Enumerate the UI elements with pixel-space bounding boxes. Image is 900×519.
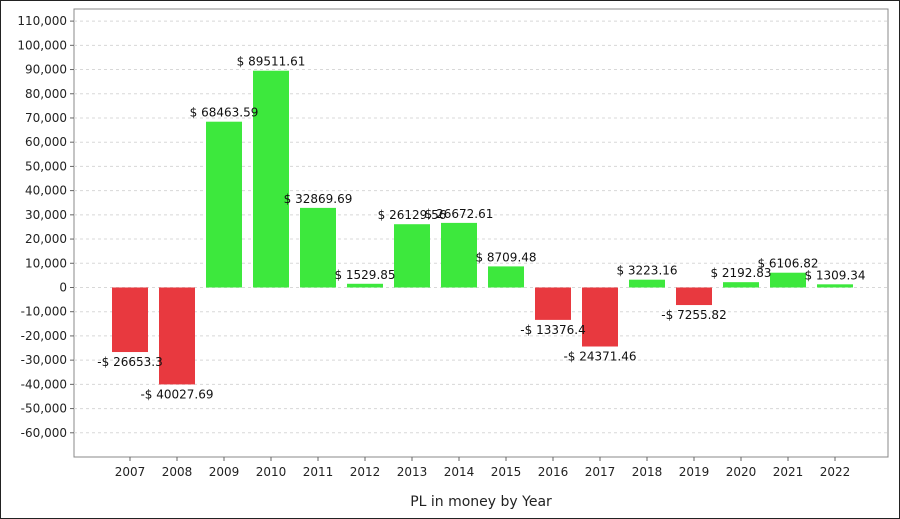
x-tick-label: 2012 — [350, 465, 381, 479]
data-label: -$ 40027.69 — [140, 387, 213, 401]
data-label: $ 8709.48 — [475, 250, 536, 264]
y-tick-label: 110,000 — [17, 14, 67, 28]
y-tick-label: 0 — [59, 280, 67, 294]
data-label: -$ 26653.3 — [97, 355, 162, 369]
y-axis: 110,000 100,000 90,000 80,000 70,000 60,000 50… — [17, 14, 74, 440]
y-tick-label: 50,000 — [25, 159, 67, 173]
bar-2014 — [441, 222, 477, 288]
bar-2008 — [159, 287, 195, 385]
x-tick-label: 2010 — [256, 465, 287, 479]
x-tick-label: 2013 — [397, 465, 428, 479]
bar-2011 — [300, 207, 336, 288]
y-tick-label: -30,000 — [21, 353, 67, 367]
x-tick-label: 2020 — [726, 465, 757, 479]
y-tick-label: 30,000 — [25, 208, 67, 222]
x-tick-label: 2008 — [162, 465, 193, 479]
bar-2021 — [770, 272, 806, 288]
y-tick-label: 60,000 — [25, 135, 67, 149]
data-label: $ 3223.16 — [616, 264, 677, 278]
y-tick-label: 100,000 — [17, 38, 67, 52]
data-label: $ 1309.34 — [804, 268, 865, 282]
y-tick-label: -20,000 — [21, 329, 67, 343]
y-tick-label: 80,000 — [25, 87, 67, 101]
bar-2009 — [206, 121, 242, 288]
data-label: $ 26129.56 — [378, 208, 447, 222]
bar-2012 — [347, 283, 383, 288]
x-tick-label: 2018 — [632, 465, 663, 479]
bars — [112, 70, 853, 385]
x-tick-label: 2014 — [444, 465, 475, 479]
bar-2020 — [723, 282, 759, 288]
x-axis: 2007 2008 2009 2010 2011 2012 2013 2014 2015 2016… — [115, 457, 851, 479]
y-tick-label: 10,000 — [25, 256, 67, 270]
data-labels: -$ 26653.3 -$ 40027.69 $ 68463.59 $ 89511.6… — [97, 55, 865, 402]
data-label: $ 68463.59 — [190, 106, 259, 120]
bar-2017 — [582, 287, 618, 347]
x-axis-label: PL in money by Year — [410, 494, 552, 510]
data-label: $ 6106.82 — [757, 257, 818, 271]
y-tick-label: 20,000 — [25, 232, 67, 246]
x-tick-label: 2011 — [303, 465, 334, 479]
x-tick-label: 2022 — [820, 465, 851, 479]
y-tick-label: 90,000 — [25, 63, 67, 77]
x-tick-label: 2021 — [773, 465, 804, 479]
bar-2007 — [112, 287, 148, 353]
x-tick-label: 2009 — [209, 465, 240, 479]
data-label: $ 2192.83 — [710, 266, 771, 280]
y-tick-label: 70,000 — [25, 111, 67, 125]
data-label: -$ 7255.82 — [661, 308, 726, 322]
data-label: $ 32869.69 — [284, 192, 353, 206]
y-tick-label: -40,000 — [21, 377, 67, 391]
data-label: $ 26672.61 — [425, 207, 494, 221]
x-tick-label: 2016 — [538, 465, 569, 479]
x-tick-label: 2017 — [585, 465, 616, 479]
data-label: -$ 13376.4 — [520, 323, 585, 337]
bar-2016 — [535, 287, 571, 320]
y-tick-label: -50,000 — [21, 402, 67, 416]
bar-2010 — [253, 70, 289, 288]
bar-2022 — [817, 284, 853, 288]
y-tick-label: -60,000 — [21, 426, 67, 440]
y-tick-label: -10,000 — [21, 305, 67, 319]
x-tick-label: 2019 — [679, 465, 710, 479]
x-tick-label: 2015 — [491, 465, 522, 479]
bar-2013 — [394, 224, 430, 288]
x-tick-label: 2007 — [115, 465, 146, 479]
data-label: -$ 24371.46 — [563, 350, 636, 364]
data-label: $ 89511.61 — [237, 55, 306, 69]
bar-2015 — [488, 266, 524, 288]
bar-2018 — [629, 279, 665, 288]
data-label: $ 1529.85 — [334, 268, 395, 282]
bar-2019 — [676, 287, 712, 306]
y-tick-label: 40,000 — [25, 184, 67, 198]
